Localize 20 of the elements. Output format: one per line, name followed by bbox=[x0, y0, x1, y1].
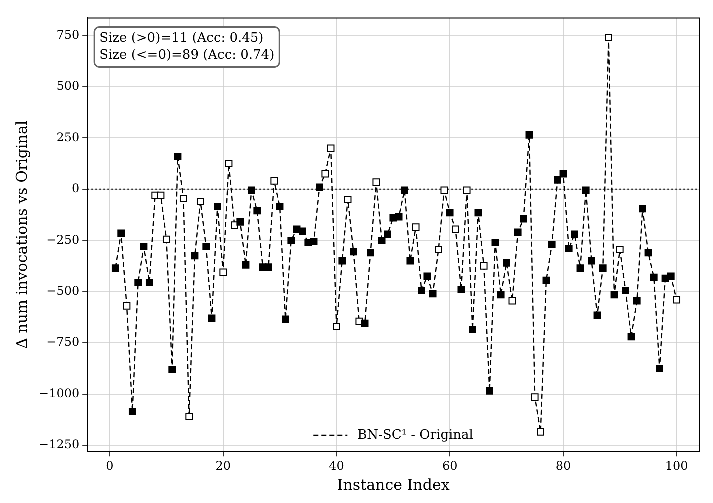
y-tick-label: −250 bbox=[46, 232, 80, 247]
y-tick-label: 750 bbox=[56, 28, 80, 42]
y-tick-label: 250 bbox=[56, 130, 80, 144]
annotation: Size (>0)=11 (Acc: 0.45) bbox=[100, 31, 264, 46]
x-tick-label: 60 bbox=[442, 458, 458, 473]
x-axis-title: Instance Index bbox=[337, 476, 450, 494]
y-tick-label: 0 bbox=[72, 182, 80, 196]
x-tick-label: 0 bbox=[106, 458, 114, 473]
legend-label: BN-SC¹ - Original bbox=[358, 428, 474, 443]
y-tick-label: −750 bbox=[46, 335, 80, 350]
y-tick-label: 500 bbox=[56, 79, 80, 94]
x-tick-label: 40 bbox=[329, 458, 344, 473]
x-tick-label: 100 bbox=[665, 458, 688, 473]
x-tick-label: 20 bbox=[216, 458, 231, 473]
annotation: Size (<=0)=89 (Acc: 0.74) bbox=[100, 48, 275, 64]
y-axis-title: Δ num invocations vs Original bbox=[12, 120, 31, 350]
y-tick-label: −500 bbox=[46, 284, 80, 298]
y-tick-label: −1000 bbox=[39, 386, 80, 400]
y-tick-label: −1250 bbox=[39, 438, 80, 452]
x-tick-label: 80 bbox=[556, 458, 572, 473]
